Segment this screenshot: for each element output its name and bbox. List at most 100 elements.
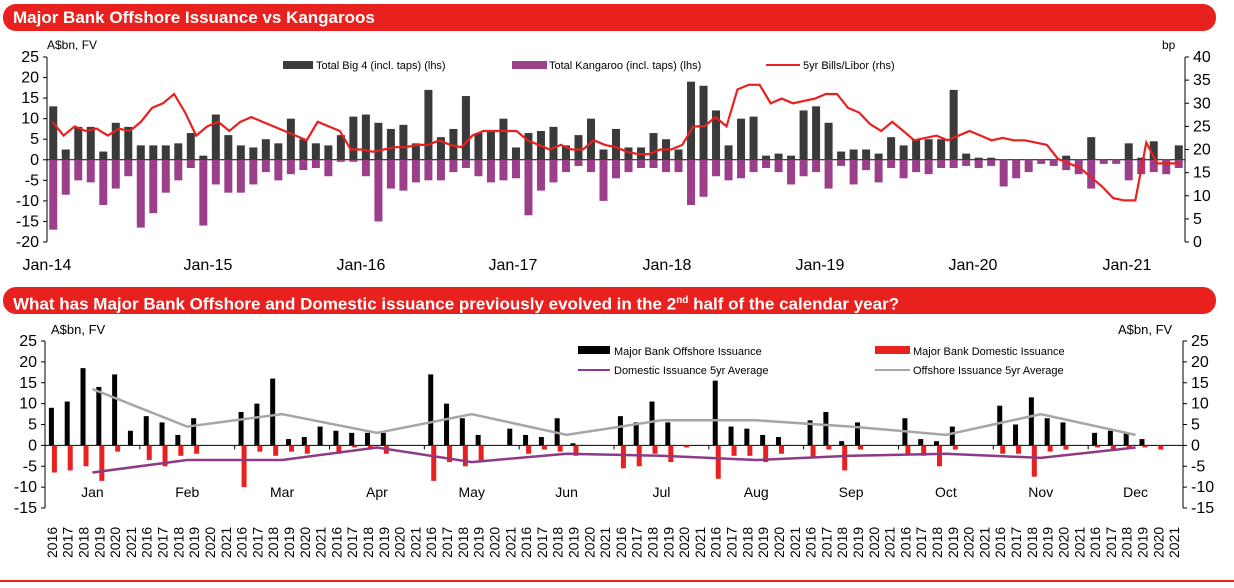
domestic-bar xyxy=(857,445,863,450)
y-tick-label: 20 xyxy=(19,354,37,371)
domestic-bar xyxy=(83,445,89,467)
domestic-bar xyxy=(1110,445,1116,450)
bottom-divider xyxy=(0,580,1234,582)
offshore-bar xyxy=(744,428,750,446)
big4-bar xyxy=(737,118,746,160)
big4-bar xyxy=(224,135,233,160)
domestic-bar xyxy=(842,445,848,471)
offshore-bar xyxy=(285,439,291,446)
kangaroo-bar xyxy=(436,159,445,181)
kangaroo-bar xyxy=(349,159,358,162)
big4-bar xyxy=(311,143,320,160)
domestic-bar xyxy=(51,445,57,473)
big4-bar xyxy=(399,124,408,160)
domestic-bar xyxy=(67,445,73,471)
y2-tick-label: 0 xyxy=(1193,234,1202,251)
big4-bar xyxy=(386,128,395,160)
kangaroo-bar xyxy=(699,159,708,197)
y2-tick-label: 30 xyxy=(1193,95,1211,112)
kangaroo-bar xyxy=(749,159,758,173)
big4-bar xyxy=(274,143,283,160)
kangaroo-bar xyxy=(774,159,783,173)
kangaroo-bar xyxy=(486,159,495,183)
domestic-bar xyxy=(273,445,279,456)
year-label: 2018 xyxy=(170,527,186,558)
kangaroo-bar xyxy=(862,159,871,171)
kangaroo-bar xyxy=(1062,159,1071,171)
offshore-bar xyxy=(507,428,513,446)
kangaroo-bar xyxy=(336,159,345,162)
kangaroo-bar xyxy=(574,159,583,166)
big4-bar xyxy=(249,147,258,160)
y-tick-label: 10 xyxy=(19,396,37,413)
big4-bar xyxy=(161,145,170,160)
year-label: 2021 xyxy=(218,527,234,558)
legend-label-offshore: Major Bank Offshore Issuance xyxy=(614,346,762,358)
big4-bar xyxy=(612,128,620,160)
month-label: Oct xyxy=(935,484,957,500)
year-label: 2020 xyxy=(487,527,503,558)
legend-swatch-domestic xyxy=(875,346,910,354)
y2-axis-unit: bp xyxy=(1162,38,1176,52)
year-label: 2016 xyxy=(992,527,1008,558)
kangaroo-bar xyxy=(1124,159,1133,181)
kangaroo-bar xyxy=(712,159,721,177)
offshore-bar xyxy=(96,386,102,446)
offshore-bar xyxy=(854,422,860,446)
kangaroo-bar xyxy=(286,159,295,175)
big4-bar xyxy=(486,131,495,160)
y-axis-unit: A$bn, FV xyxy=(47,38,97,52)
big4-bar xyxy=(724,145,733,160)
year-label: 2017 xyxy=(1103,527,1119,558)
x-tick-label: Jan-15 xyxy=(184,257,233,274)
offshore-bar xyxy=(1013,424,1019,446)
y-tick-label: -5 xyxy=(23,458,37,475)
legend-label-kangaroo: Total Kangaroo (incl. taps) (lhs) xyxy=(549,60,701,72)
offshore-bar xyxy=(760,434,766,446)
offshore-bar xyxy=(301,437,307,446)
year-label: 2018 xyxy=(1119,527,1135,558)
y2-tick-label: 15 xyxy=(1191,375,1209,392)
year-label: 2019 xyxy=(660,527,676,558)
year-label: 2019 xyxy=(1040,527,1056,558)
x-tick-label: Jan-18 xyxy=(643,257,692,274)
year-label: 2019 xyxy=(376,527,392,558)
y2-tick-label: 5 xyxy=(1193,211,1202,228)
kangaroo-bar xyxy=(1087,159,1096,189)
kangaroo-bar xyxy=(524,159,533,216)
offshore-bar xyxy=(254,403,260,446)
year-label: 2021 xyxy=(1071,527,1087,558)
domestic-bar xyxy=(1000,445,1006,454)
y-tick-label: 10 xyxy=(21,111,39,128)
offshore-bar xyxy=(365,432,371,446)
kangaroo-bar xyxy=(1049,159,1058,166)
big4-bar xyxy=(349,116,358,160)
offshore-bar xyxy=(997,405,1003,446)
kangaroo-bar xyxy=(637,159,646,168)
year-label: 2019 xyxy=(1135,527,1151,558)
domestic-bar xyxy=(620,445,626,469)
kangaroo-bar xyxy=(136,159,145,228)
kangaroo-bar xyxy=(924,159,933,175)
y-tick-label: 25 xyxy=(19,333,37,350)
year-label: 2019 xyxy=(471,527,487,558)
y2-tick-label: -15 xyxy=(1191,500,1214,517)
kangaroo-bar xyxy=(949,159,958,168)
kangaroo-bar xyxy=(912,159,921,173)
domestic-bar xyxy=(352,445,358,448)
year-label: 2020 xyxy=(202,527,218,558)
kangaroo-bar xyxy=(261,159,270,173)
y2-tick-label: 20 xyxy=(1193,142,1211,159)
y-tick-label: -10 xyxy=(16,193,39,210)
domestic-bar xyxy=(1142,445,1148,448)
offshore-bar xyxy=(712,380,718,446)
big4-bar xyxy=(937,139,946,160)
big4-bar xyxy=(524,133,533,160)
domestic-bar xyxy=(937,445,943,467)
chart1-banner: Major Bank Offshore Issuance vs Kangaroo… xyxy=(3,4,1216,31)
big4-bar xyxy=(962,153,971,160)
offshore-bar xyxy=(270,378,276,446)
kangaroo-bar xyxy=(99,159,108,205)
y-tick-label: 5 xyxy=(28,417,37,434)
big4-bar xyxy=(261,139,270,160)
